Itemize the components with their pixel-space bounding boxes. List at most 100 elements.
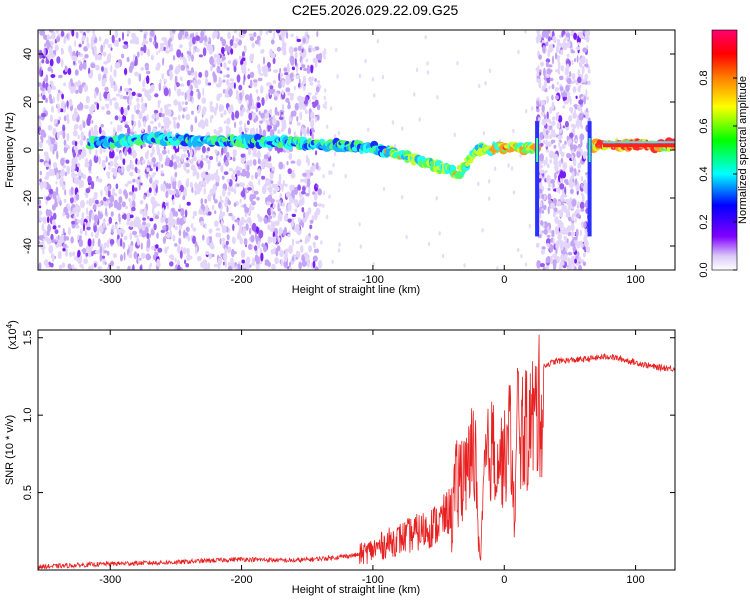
noise-speckle [106, 110, 111, 115]
noise-speckle [133, 187, 138, 192]
noise-speckle [560, 49, 564, 55]
noise-speckle [90, 231, 94, 237]
noise-speckle [543, 204, 547, 211]
noise-speckle [155, 166, 159, 172]
noise-speckle [285, 66, 291, 74]
noise-speckle [153, 163, 157, 168]
noise-speckle [488, 68, 492, 74]
noise-speckle [97, 54, 103, 61]
noise-speckle [569, 71, 572, 78]
noise-speckle [563, 253, 568, 262]
noise-speckle [185, 263, 190, 268]
noise-speckle [322, 103, 325, 109]
noise-speckle [183, 147, 186, 153]
noise-speckle [293, 85, 296, 91]
noise-speckle [310, 165, 315, 173]
noise-speckle [557, 233, 563, 241]
noise-speckle [202, 87, 205, 97]
noise-speckle [157, 161, 161, 170]
noise-speckle [122, 241, 126, 249]
noise-speckle [71, 157, 76, 167]
noise-speckle [274, 257, 279, 265]
noise-speckle [297, 184, 301, 191]
noise-speckle [413, 92, 416, 97]
noise-speckle [207, 147, 210, 152]
noise-speckle [222, 79, 226, 83]
noise-speckle [170, 175, 173, 184]
x-tick-label: -100 [362, 574, 384, 586]
noise-speckle [248, 181, 254, 187]
noise-speckle [252, 146, 257, 154]
noise-speckle [584, 241, 589, 246]
noise-speckle [550, 179, 555, 184]
noise-speckle [133, 234, 139, 238]
noise-speckle [190, 223, 194, 229]
noise-speckle [130, 240, 134, 247]
noise-speckle [227, 198, 230, 205]
noise-speckle [236, 263, 242, 270]
noise-speckle [301, 190, 306, 195]
noise-speckle [252, 99, 254, 109]
noise-speckle [580, 183, 584, 188]
noise-speckle [145, 253, 151, 261]
noise-speckle [546, 68, 552, 76]
noise-speckle [553, 262, 557, 270]
noise-speckle [118, 196, 123, 204]
noise-speckle [203, 187, 206, 195]
noise-speckle [575, 95, 578, 100]
noise-speckle [138, 111, 143, 120]
noise-speckle [69, 50, 73, 57]
noise-speckle [108, 160, 114, 167]
noise-speckle [227, 106, 232, 114]
noise-speckle [303, 67, 308, 72]
noise-speckle [547, 187, 551, 191]
ridge-blob [266, 135, 271, 142]
noise-speckle [184, 259, 187, 265]
noise-speckle [210, 65, 213, 72]
noise-speckle [579, 59, 583, 69]
noise-speckle [234, 173, 238, 182]
noise-speckle [185, 179, 190, 188]
noise-speckle [564, 36, 569, 41]
noise-speckle [114, 30, 118, 39]
band-edge [535, 121, 540, 237]
noise-speckle [119, 237, 123, 247]
noise-speckle [543, 159, 546, 167]
noise-speckle [168, 254, 174, 259]
noise-speckle [152, 172, 156, 176]
noise-speckle [91, 212, 94, 220]
noise-speckle [482, 131, 485, 136]
noise-speckle [311, 127, 314, 131]
noise-speckle [97, 265, 103, 270]
noise-speckle [178, 238, 181, 245]
noise-speckle [254, 231, 257, 241]
noise-speckle [47, 209, 52, 217]
noise-speckle [93, 91, 97, 99]
noise-speckle [132, 264, 135, 270]
noise-speckle [272, 117, 277, 126]
noise-speckle [101, 255, 106, 259]
noise-speckle [193, 80, 196, 85]
noise-speckle [248, 97, 253, 103]
noise-speckle [269, 198, 275, 204]
noise-speckle [301, 207, 305, 213]
noise-speckle [555, 112, 559, 122]
noise-speckle [265, 82, 271, 87]
noise-speckle [563, 179, 569, 184]
noise-speckle [284, 183, 288, 187]
noise-speckle [154, 215, 160, 220]
noise-speckle [293, 186, 299, 196]
noise-speckle [202, 109, 206, 116]
noise-speckle [118, 188, 123, 195]
noise-speckle [255, 256, 260, 265]
noise-speckle [71, 220, 76, 225]
noise-speckle [171, 34, 174, 41]
noise-speckle [257, 168, 261, 177]
noise-speckle [185, 226, 190, 232]
noise-speckle [72, 56, 78, 62]
noise-speckle [556, 122, 561, 130]
noise-speckle [103, 219, 106, 228]
noise-speckle [38, 235, 43, 241]
noise-speckle [186, 149, 190, 154]
noise-speckle [213, 53, 217, 59]
